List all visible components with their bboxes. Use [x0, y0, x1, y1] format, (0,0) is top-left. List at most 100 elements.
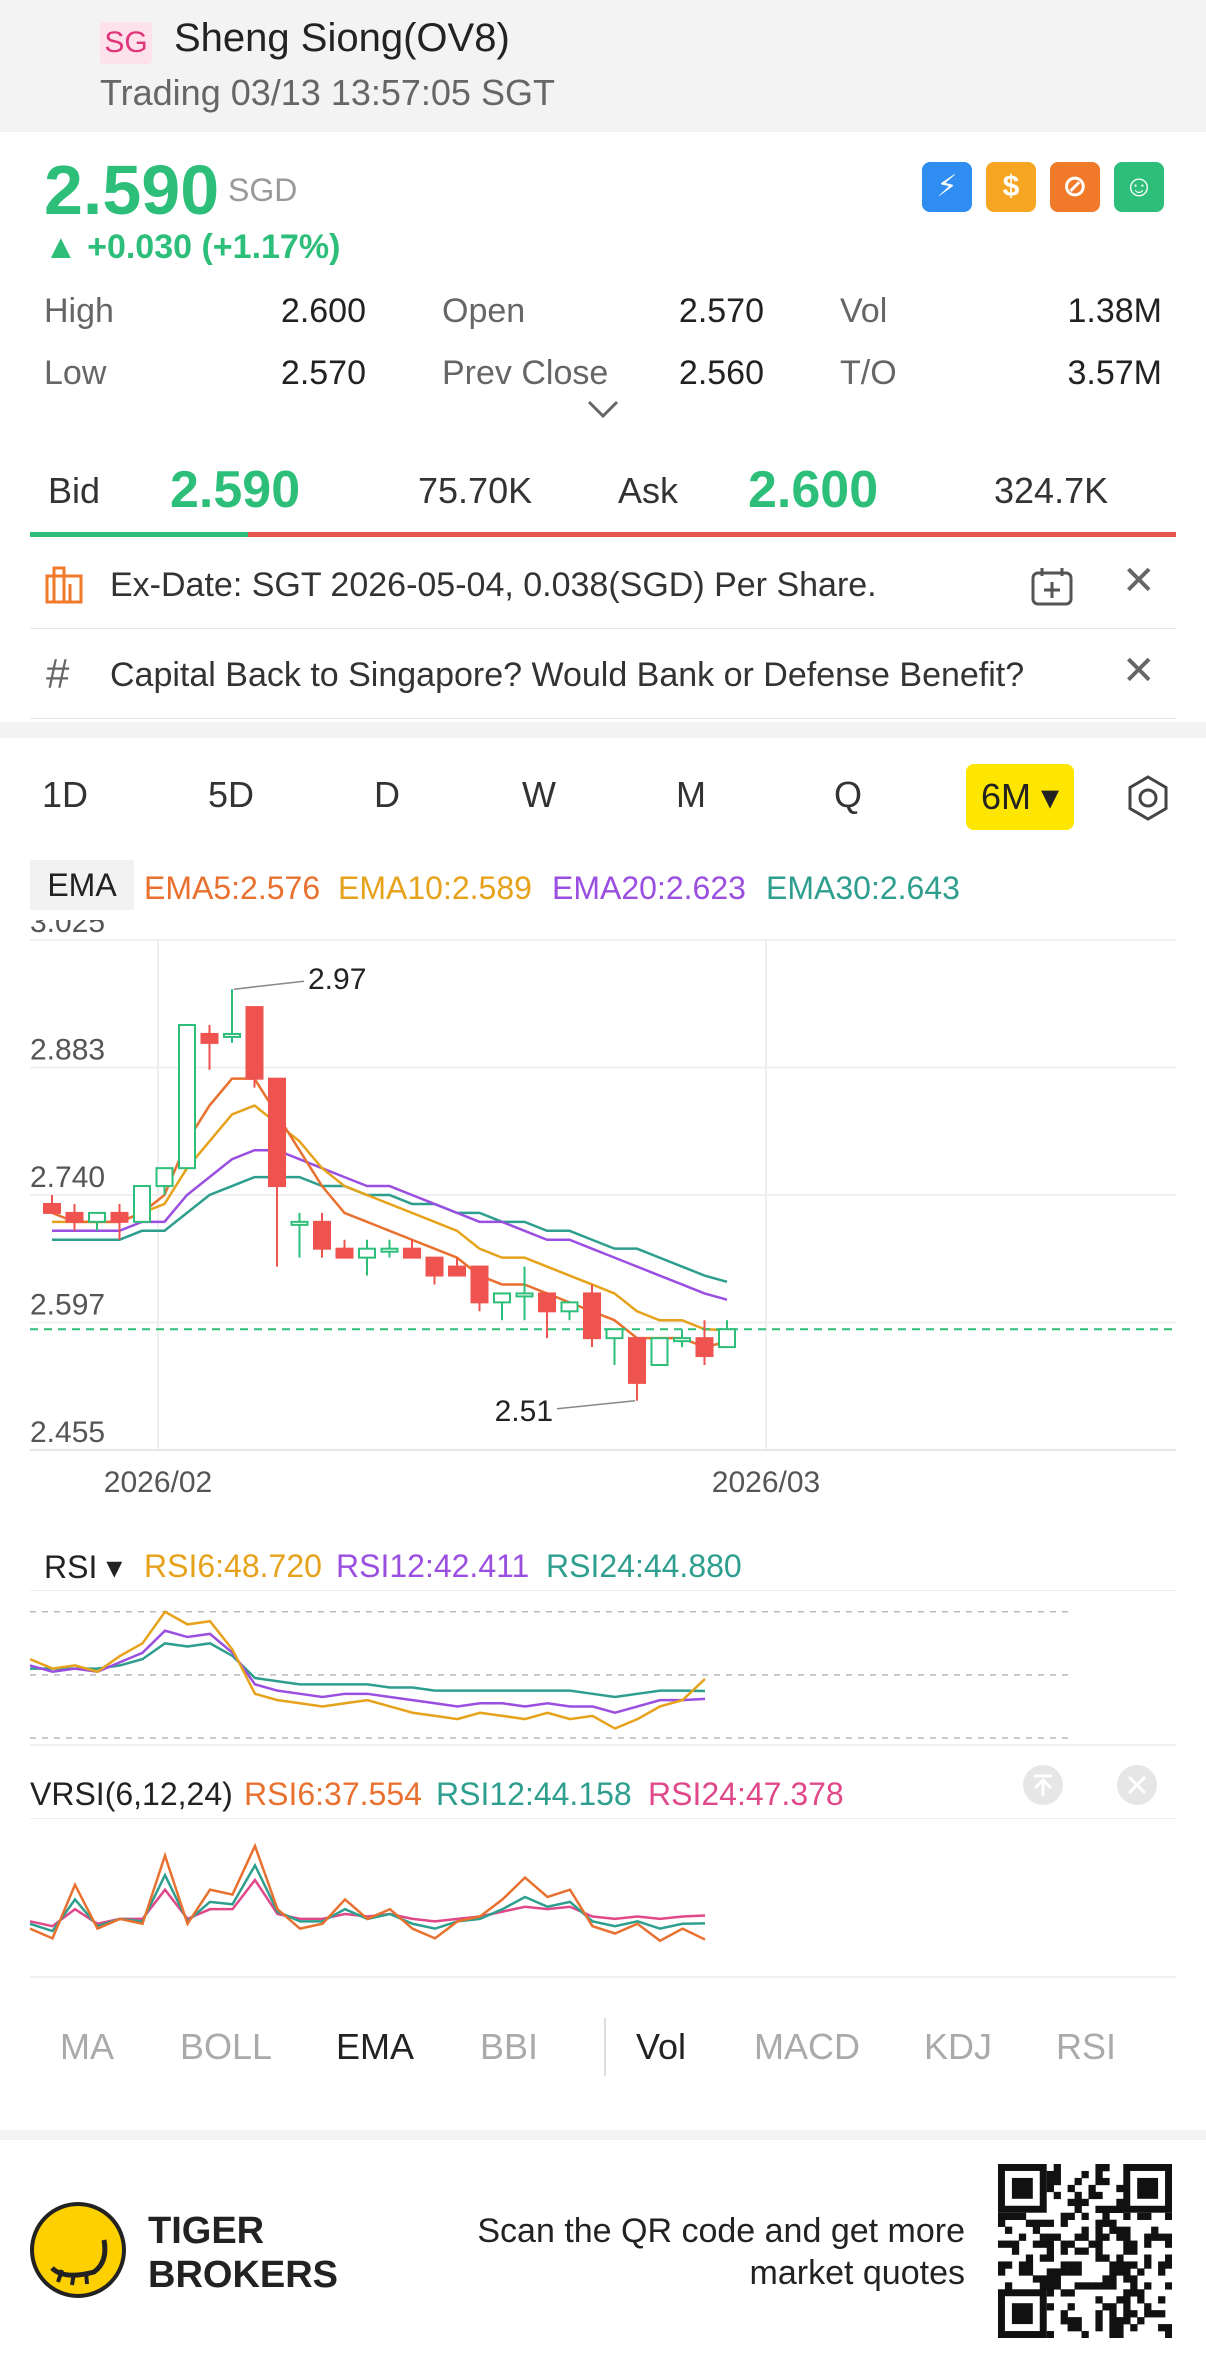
tab-6m-dropdown[interactable]: 6M ▾: [966, 764, 1074, 830]
candle-body: [178, 1024, 196, 1170]
indicator-tab-vol[interactable]: Vol: [636, 2026, 687, 2067]
qr-module: [1130, 2261, 1138, 2269]
indicator-tab-macd[interactable]: MACD: [754, 2026, 860, 2067]
qr-module: [1053, 2170, 1061, 2179]
candle-body: [380, 1247, 399, 1253]
qr-module: [1074, 2282, 1082, 2290]
indicator-tab-boll[interactable]: BOLL: [180, 2026, 273, 2067]
settings-icon[interactable]: [1124, 774, 1172, 822]
y-tick-label: 2.455: [30, 1416, 105, 1449]
qr-module: [1039, 2219, 1048, 2227]
qr-module: [1067, 2212, 1075, 2220]
x-tick-label: 2026/03: [712, 1466, 820, 1499]
qr-module: [1088, 2240, 1096, 2248]
qr-module: [1095, 2191, 1103, 2200]
tab-5d[interactable]: 5D: [208, 774, 255, 815]
indicator-tab-ma[interactable]: MA: [60, 2026, 114, 2067]
header: [0, 0, 1206, 132]
brand-name: TIGER: [148, 2210, 265, 2252]
tab-weekly[interactable]: W: [522, 774, 556, 815]
candle-body: [43, 1202, 61, 1214]
vrsi-chart[interactable]: [0, 1818, 1206, 1978]
qr-module: [1116, 2254, 1124, 2262]
qr-module: [1151, 2233, 1159, 2241]
qr-module: [1102, 2219, 1110, 2227]
qr-module: [1088, 2191, 1096, 2200]
candlestick-chart[interactable]: 3.025 2.883 2.740 2.597 2.455 2026/02 2026/03 2…: [0, 920, 1206, 1520]
qr-module: [1088, 2282, 1096, 2290]
rsi12-legend: RSI12:42.411: [336, 1548, 530, 1584]
qr-module: [1039, 2282, 1048, 2290]
qr-module: [1102, 2254, 1110, 2262]
qr-module: [1060, 2240, 1068, 2248]
qr-module: [1137, 2268, 1145, 2276]
divider: [30, 628, 1176, 629]
notice-topic[interactable]: Capital Back to Singapore? Would Bank or…: [110, 656, 1025, 694]
tab-monthly[interactable]: M: [676, 774, 706, 815]
qr-module: [1046, 2289, 1054, 2297]
tab-1d[interactable]: 1D: [42, 774, 89, 815]
no-fee-icon[interactable]: ⊘: [1050, 162, 1100, 212]
notice-ex-date[interactable]: Ex-Date: SGT 2026-05-04, 0.038(SGD) Per …: [110, 566, 877, 604]
close-icon[interactable]: ✕: [1122, 649, 1156, 693]
candle-body: [313, 1220, 331, 1250]
qr-module: [1095, 2205, 1103, 2214]
qr-module: [1137, 2317, 1145, 2325]
close-indicator-icon[interactable]: [1116, 1764, 1158, 1806]
dollar-icon[interactable]: $: [986, 162, 1036, 212]
qr-module: [1004, 2212, 1013, 2220]
qr-module: [1109, 2219, 1117, 2227]
bid-label: Bid: [48, 470, 101, 511]
add-calendar-icon[interactable]: [1030, 566, 1074, 606]
qr-module: [1046, 2233, 1054, 2241]
qr-module: [1165, 2282, 1172, 2290]
qr-module: [1053, 2191, 1061, 2200]
ask-label: Ask: [618, 470, 679, 511]
stat-value-prev-close: 2.560: [678, 354, 764, 392]
stat-label-vol: Vol: [840, 292, 888, 330]
high-marker-line: [233, 980, 305, 990]
qr-module: [1095, 2226, 1103, 2234]
rsi-chart[interactable]: [0, 1590, 1206, 1746]
qr-module: [1046, 2177, 1054, 2186]
qr-module: [1004, 2226, 1013, 2234]
ema-legend-chip[interactable]: EMA: [30, 860, 134, 910]
y-tick-label: 2.883: [30, 1034, 105, 1067]
tab-daily[interactable]: D: [374, 774, 400, 815]
qr-module: [1109, 2268, 1117, 2276]
stock-title[interactable]: Sheng Siong(OV8): [174, 16, 510, 60]
qr-module: [1123, 2268, 1131, 2276]
y-tick-label: 2.740: [30, 1161, 105, 1194]
qr-module: [1102, 2205, 1110, 2214]
qr-module: [1095, 2324, 1103, 2332]
pin-top-icon[interactable]: [1022, 1764, 1064, 1806]
qr-module: [1102, 2282, 1110, 2290]
indicator-tab-rsi[interactable]: RSI: [1056, 2026, 1117, 2067]
close-icon[interactable]: ✕: [1122, 559, 1156, 603]
qr-module: [1053, 2268, 1061, 2276]
qr-module: [1095, 2254, 1103, 2262]
qr-module: [1095, 2317, 1103, 2325]
stat-value-vol: 1.38M: [1067, 292, 1163, 330]
qr-module: [1067, 2303, 1075, 2311]
qr-module: [1158, 2310, 1166, 2318]
qr-module: [1165, 2261, 1172, 2269]
candle-body: [223, 1032, 241, 1038]
qr-module: [1144, 2212, 1152, 2220]
lightning-icon[interactable]: ⚡: [922, 162, 972, 212]
qr-module: [1102, 2164, 1110, 2172]
ema5-legend: EMA5:2.576: [144, 870, 321, 906]
tab-quarterly[interactable]: Q: [834, 774, 863, 815]
qr-module: [1116, 2331, 1124, 2338]
indicator-tab-bbi[interactable]: BBI: [480, 2026, 539, 2067]
indicator-tab-kdj[interactable]: KDJ: [924, 2026, 993, 2067]
news-icon[interactable]: ☺: [1114, 162, 1164, 212]
vrsi12-legend: RSI12:44.158: [436, 1776, 632, 1812]
rsi-dropdown[interactable]: RSI ▾: [44, 1549, 123, 1585]
qr-module: [1074, 2233, 1082, 2241]
chevron-down-icon[interactable]: [586, 398, 620, 420]
qr-module: [1067, 2184, 1075, 2193]
qr-module: [1109, 2205, 1117, 2214]
qr-module: [1116, 2317, 1124, 2325]
indicator-tab-ema[interactable]: EMA: [336, 2026, 415, 2067]
